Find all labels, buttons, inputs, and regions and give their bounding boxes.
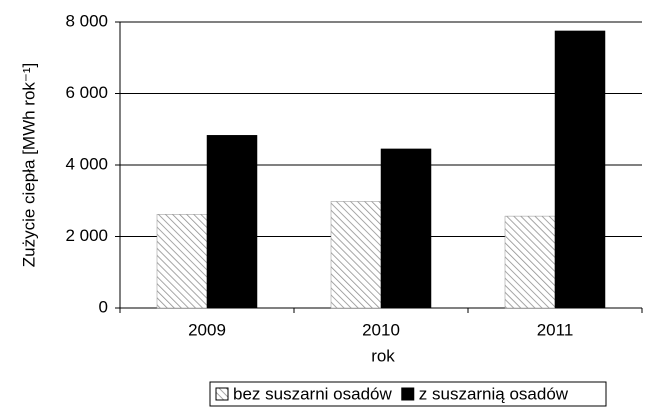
bar xyxy=(504,215,556,309)
y-axis-label: Zużycie ciepła [MWh rok⁻¹] xyxy=(19,63,38,268)
legend-swatch xyxy=(401,387,415,401)
bar xyxy=(330,201,382,309)
y-tick-label: 6 000 xyxy=(65,83,108,102)
legend-label: z suszarnią osadów xyxy=(419,384,569,403)
x-tick-label: 2009 xyxy=(188,320,226,339)
bar xyxy=(206,135,258,309)
bar xyxy=(156,214,208,309)
legend-swatch xyxy=(215,387,229,401)
y-tick-label: 8 000 xyxy=(65,11,108,30)
legend-label: bez suszarni osadów xyxy=(233,384,392,403)
bar xyxy=(380,148,432,309)
y-tick-label: 0 xyxy=(99,297,108,316)
y-tick-label: 4 000 xyxy=(65,154,108,173)
x-axis-label: rok xyxy=(371,346,395,365)
x-tick-label: 2010 xyxy=(362,320,400,339)
y-tick-label: 2 000 xyxy=(65,226,108,245)
bar xyxy=(554,30,606,309)
legend-box xyxy=(209,381,607,407)
x-tick-label: 2011 xyxy=(537,320,574,339)
